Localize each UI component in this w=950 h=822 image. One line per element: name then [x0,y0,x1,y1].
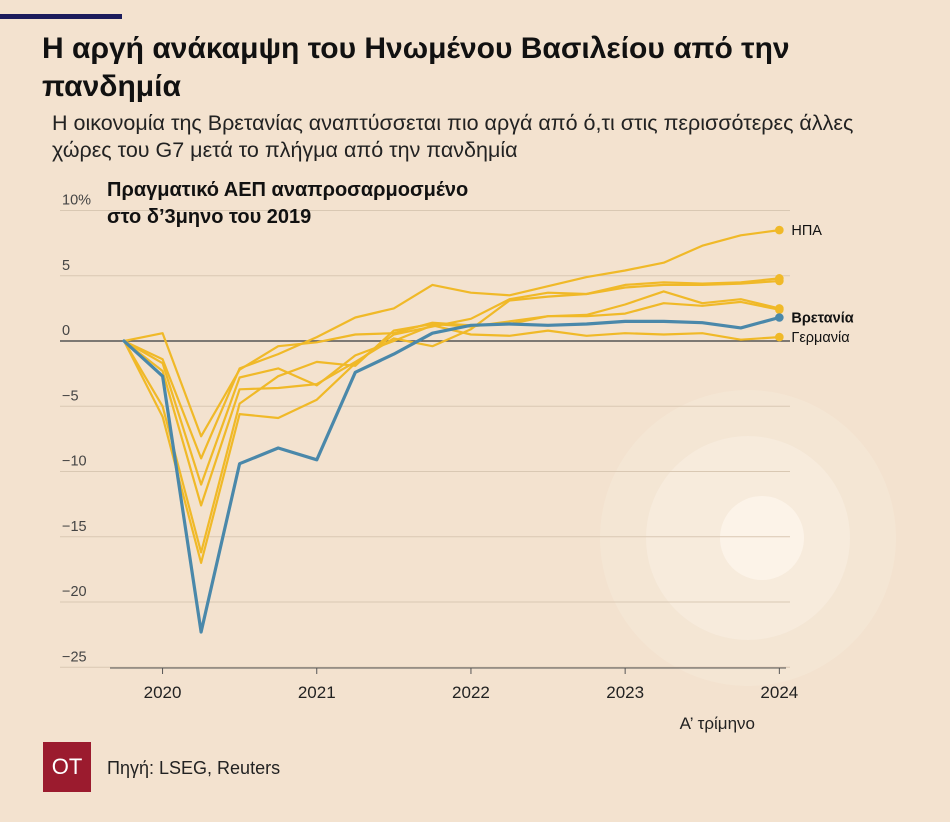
chart-title-line-1: Πραγματικό ΑΕΠ αναπροσαρμοσμένο [107,179,468,201]
y-tick-label: 0 [62,323,70,339]
x-tick-label: 2020 [144,683,182,702]
series-line [122,277,781,565]
x-axis-note: Α’ τρίμηνο [680,714,755,733]
series-end-dot [775,305,784,314]
y-tick-label: −10 [62,454,87,470]
y-tick-label: −25 [62,649,87,665]
x-tick-label: 2021 [298,683,336,702]
y-tick-label: −5 [62,388,79,404]
y-tick-label: 5 [62,258,70,274]
x-tick-label: 2023 [606,683,644,702]
series-end-label: Βρετανία [791,311,853,327]
series-end-dot [775,313,784,322]
page-subtitle: Η οικονομία της Βρετανίας αναπτύσσεται π… [52,111,854,162]
series-line [122,300,781,554]
top-accent-rule [0,14,122,19]
y-tick-label: −20 [62,584,87,600]
series-line [122,290,781,438]
series-line-uk [122,315,781,634]
x-tick-label: 2024 [760,683,798,702]
background-decoration [600,390,896,686]
x-tick-label: 2022 [452,683,490,702]
ot-logo: OT [43,742,91,792]
series-end-dot [775,225,784,235]
y-tick-label: 10% [62,193,91,209]
series-line [122,279,781,507]
series-end-dot [775,332,784,342]
page-title: Η αργή ανάκαμψη του Ηνωμένου Βασιλείου α… [42,32,790,103]
source-note: Πηγή: LSEG, Reuters [107,758,281,778]
series-end-label: ΗΠΑ [791,223,822,239]
y-tick-label: −15 [62,519,87,535]
series-line [122,229,781,460]
series-end-label: Γερμανία [791,330,849,346]
series-end-dot [775,276,784,286]
chart-title-line-2: στο δ’3μηνο του 2019 [107,206,311,228]
